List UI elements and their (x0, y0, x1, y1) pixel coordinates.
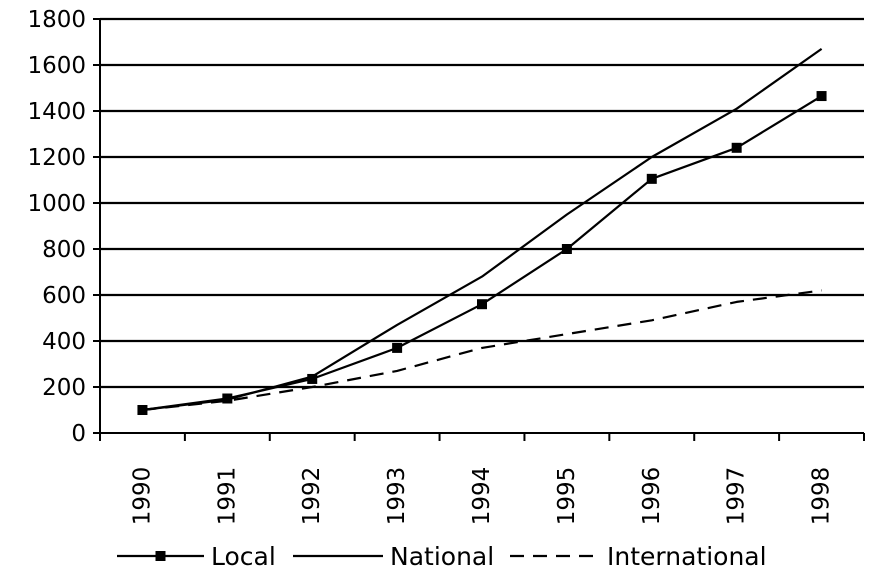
legend-item-international: International (510, 542, 767, 571)
x-tick-label-1994: 1994 (469, 467, 495, 526)
x-tick-label-1996: 1996 (639, 467, 665, 526)
grid-lines (100, 17, 864, 389)
x-tick-label-1992: 1992 (299, 467, 325, 526)
series-line-local (142, 95, 823, 412)
series-international (142, 289, 822, 412)
y-tick-label-1000: 1000 (27, 191, 86, 217)
series-line-national (142, 48, 823, 412)
x-tick-label-1990: 1990 (129, 467, 155, 526)
legend-label-international: International (607, 542, 767, 571)
series-local (137, 91, 827, 415)
marker-local-1998 (816, 91, 827, 102)
series-line-international (142, 289, 822, 412)
legend-item-local: Local (117, 542, 276, 571)
x-axis-tick-labels: 1990 1991 1992 1993 1994 1995 1996 1997 1998 (129, 467, 834, 526)
marker-local-1996 (646, 173, 657, 184)
y-axis-tick-labels: 0 200 400 600 800 1000 1200 1400 1600 1800 (27, 7, 86, 447)
legend-item-national: National (293, 542, 494, 571)
marker-local-1997 (731, 142, 742, 153)
series-national (142, 48, 823, 412)
x-tick-label-1997: 1997 (724, 467, 750, 526)
y-tick-label-1600: 1600 (27, 53, 86, 79)
series-group (137, 48, 827, 415)
x-tick-label-1995: 1995 (554, 467, 580, 526)
marker-local-1993 (392, 342, 403, 353)
y-tick-label-600: 600 (42, 283, 86, 309)
y-tick-label-0: 0 (71, 421, 86, 447)
x-tick-label-1998: 1998 (809, 467, 835, 526)
y-tick-label-1800: 1800 (27, 7, 86, 33)
y-tick-label-200: 200 (42, 375, 86, 401)
y-tick-label-800: 800 (42, 237, 86, 263)
marker-local-1994 (477, 299, 487, 310)
y-tick-label-1400: 1400 (27, 99, 86, 125)
legend-marker-local (155, 551, 166, 561)
x-tick-label-1993: 1993 (384, 467, 410, 526)
y-tick-label-400: 400 (42, 329, 86, 355)
axes (93, 18, 865, 441)
y-tick-label-1200: 1200 (27, 145, 86, 171)
marker-local-1995 (561, 244, 572, 254)
legend: Local National International (117, 542, 767, 571)
x-tick-label-1991: 1991 (214, 467, 240, 526)
legend-label-national: National (390, 542, 494, 571)
marker-local-1992 (307, 373, 318, 384)
legend-label-local: Local (211, 542, 276, 571)
